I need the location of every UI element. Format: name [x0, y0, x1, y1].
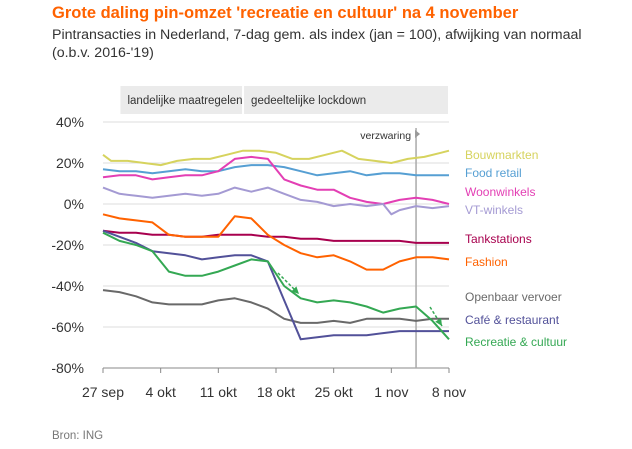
- y-tick-label: -60%: [51, 319, 84, 335]
- chart-title: Grote daling pin-omzet 'recreatie en cul…: [52, 4, 519, 22]
- trend-arrow-2-head: [435, 318, 442, 326]
- x-tick-label: 4 okt: [145, 384, 175, 400]
- series-line-7: [102, 289, 449, 324]
- x-tick-label: 18 okt: [257, 384, 295, 400]
- legend-label-4: VT-winkels: [465, 203, 523, 217]
- y-tick-label: -80%: [51, 360, 84, 376]
- period-band-2: [244, 86, 448, 114]
- event-marker: [415, 130, 421, 138]
- chart-subtitle: Pintransacties in Nederland, 7-dag gem. …: [52, 27, 582, 61]
- series-line-5: [102, 229, 449, 244]
- legend-label-7: Openbaar vervoer: [465, 290, 562, 304]
- series-line-9: [102, 231, 450, 340]
- period-label-1: landelijke maatregelen: [127, 95, 242, 107]
- legend-label-2: Food retail: [465, 166, 522, 180]
- x-tick-label: 1 nov: [374, 384, 408, 400]
- series-line-2: [102, 164, 449, 177]
- legend-label-1: Bouwmarkten: [465, 148, 538, 162]
- y-tick-label: 40%: [56, 114, 84, 130]
- x-tick-label: 25 okt: [315, 384, 353, 400]
- series-line-6: [102, 213, 450, 271]
- legend-label-3: Woonwinkels: [465, 185, 535, 199]
- x-tick-label: 8 nov: [432, 384, 466, 400]
- y-tick-label: -20%: [51, 237, 84, 253]
- source-note: Bron: ING: [52, 430, 104, 442]
- legend-label-8: Café & restaurant: [465, 313, 560, 327]
- trend-arrow-1-head: [291, 286, 299, 294]
- legend-label-6: Fashion: [465, 255, 508, 269]
- period-band-1: [120, 86, 243, 114]
- series-line-4: [102, 186, 450, 216]
- legend-label-5: Tankstations: [465, 232, 532, 246]
- trend-arrow-2-shaft: [429, 306, 443, 327]
- y-tick-label: 0%: [64, 196, 84, 212]
- event-label: verzwaring: [360, 130, 411, 142]
- y-tick-label: 20%: [56, 155, 84, 171]
- series-line-1: [102, 149, 450, 167]
- series-line-3: [102, 155, 450, 205]
- x-tick-label: 27 sep: [82, 384, 124, 400]
- x-tick-label: 11 okt: [200, 384, 237, 400]
- legend-label-9: Recreatie & cultuur: [465, 335, 567, 349]
- period-label-2: gedeeltelijke lockdown: [251, 95, 366, 107]
- y-tick-label: -40%: [51, 278, 84, 294]
- series-line-8: [102, 229, 449, 341]
